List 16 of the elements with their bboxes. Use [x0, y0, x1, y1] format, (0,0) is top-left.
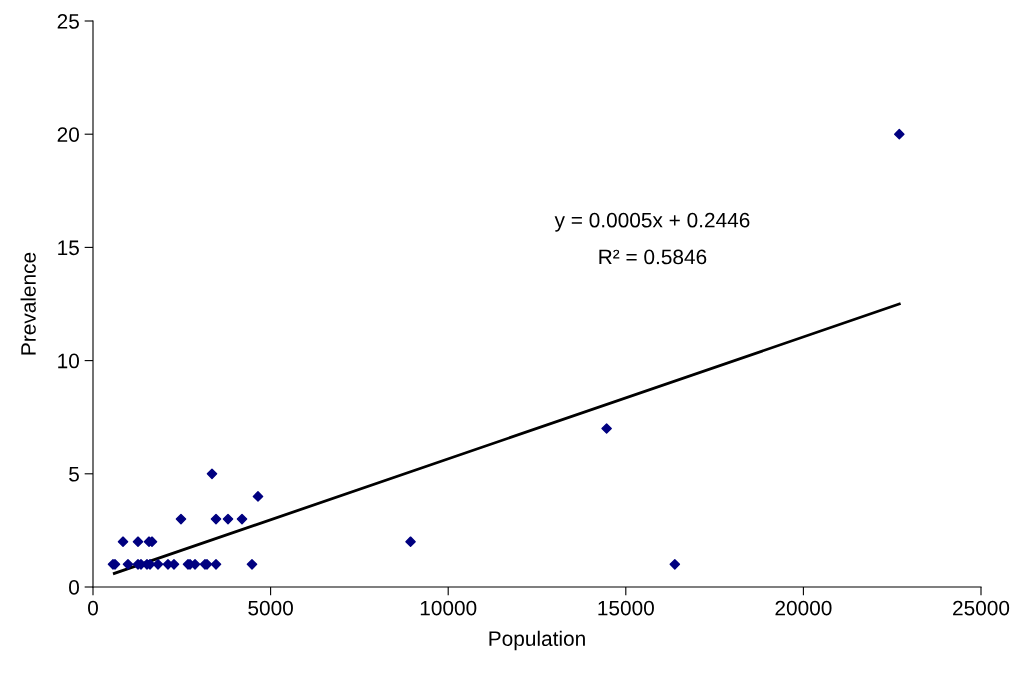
- y-tick-label: 0: [69, 580, 79, 595]
- annotation: R² = 0.5846: [599, 249, 707, 265]
- x-tick-label: 5000: [248, 600, 293, 616]
- x-tick-label: 10000: [420, 600, 477, 616]
- y-tick-label: 25: [57, 14, 79, 29]
- annotation: y = 0.0005x + 0.2446: [554, 212, 750, 232]
- x-tick-label: 0: [88, 600, 98, 616]
- x-tick-label: 15000: [598, 600, 654, 616]
- y-tick-label: 5: [69, 467, 79, 482]
- x-axis-title: Population: [489, 630, 585, 651]
- y-axis-title: Prevalence: [20, 252, 36, 355]
- y-tick-label: 15: [58, 240, 79, 256]
- y-tick-label: 10: [58, 353, 79, 369]
- x-tick-label: 25000: [953, 600, 1010, 616]
- x-tick-label: 20000: [775, 600, 832, 616]
- y-tick-label: 20: [57, 127, 79, 142]
